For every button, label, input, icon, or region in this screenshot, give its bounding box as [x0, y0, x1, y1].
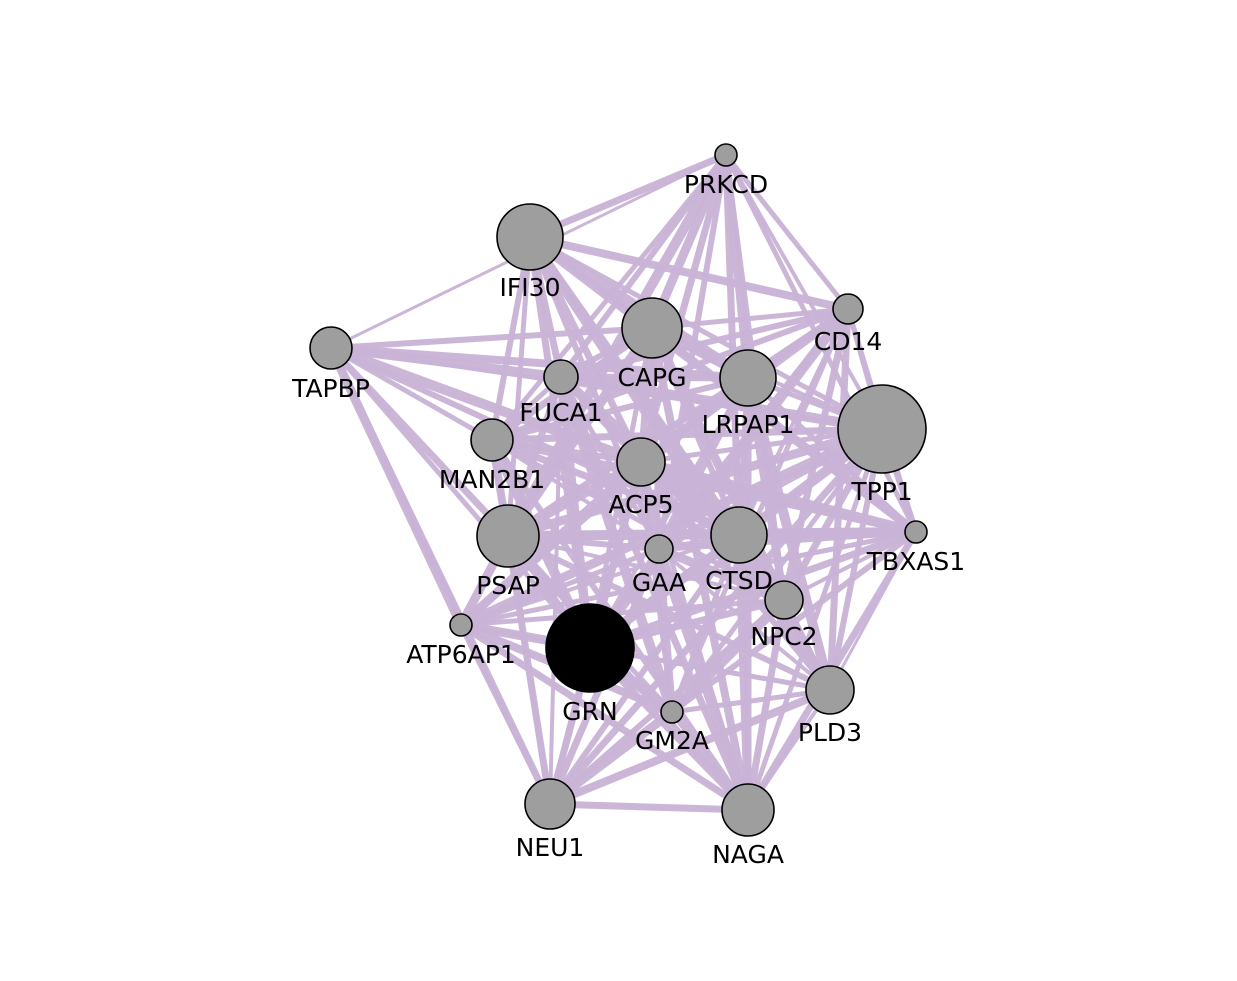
edge-ifi30-tpp1 [527, 234, 885, 432]
label-layer: PRKCD IFI30 CD14 TAPBP CAPG FUCA1 LRPAP1 TPP1 MA… [291, 170, 965, 869]
node-label-tpp1: TPP1 [850, 477, 912, 506]
node-grn[interactable] [545, 603, 635, 693]
node-layer [309, 143, 928, 837]
node-label-neu1: NEU1 [516, 833, 585, 862]
edge-lrpap1-grn [588, 376, 750, 650]
node-pld3[interactable] [805, 665, 855, 715]
node-acp5[interactable] [616, 437, 666, 487]
node-label-atp6ap1: ATP6AP1 [406, 640, 516, 669]
node-ctsd[interactable] [710, 506, 768, 564]
node-label-prkcd: PRKCD [684, 170, 768, 199]
node-lrpap1[interactable] [719, 349, 777, 407]
node-label-naga: NAGA [712, 840, 784, 869]
edge-ctsd-neu1 [547, 532, 742, 807]
edge-acp5-tbxas1 [636, 457, 921, 537]
node-label-npc2: NPC2 [750, 622, 817, 651]
edge-acp5-atp6ap1 [456, 457, 646, 630]
edge-npc2-atp6ap1 [458, 597, 787, 628]
node-label-gm2a: GM2A [635, 726, 709, 755]
edge-cd14-gm2a [669, 306, 851, 715]
edge-prkcd-cd14 [723, 152, 851, 312]
node-neu1[interactable] [524, 778, 576, 830]
node-atp6ap1[interactable] [449, 613, 473, 637]
edge-tpp1-naga [745, 426, 885, 813]
node-label-psap: PSAP [476, 571, 540, 600]
node-label-capg: CAPG [617, 363, 686, 392]
node-label-gaa: GAA [632, 568, 686, 597]
edge-prkcd-ifi30 [526, 151, 730, 241]
node-label-ctsd: CTSD [705, 566, 773, 595]
node-npc2[interactable] [764, 580, 804, 620]
edge-prkcd-tpp1 [724, 153, 884, 431]
node-gm2a[interactable] [660, 700, 684, 724]
edge-tapbp-capg [328, 325, 655, 351]
node-label-man2b1: MAN2B1 [439, 465, 545, 494]
node-label-cd14: CD14 [814, 327, 883, 356]
node-label-tbxas1: TBXAS1 [866, 547, 965, 576]
node-label-acp5: ACP5 [608, 490, 673, 519]
node-tapbp[interactable] [309, 326, 353, 370]
edge-ifi30-cd14 [526, 233, 852, 313]
edge-tpp1-man2b1 [488, 425, 886, 444]
node-label-ifi30: IFI30 [500, 273, 561, 302]
node-fuca1[interactable] [543, 359, 579, 395]
node-capg[interactable] [621, 297, 683, 359]
edge-atp6ap1-naga [457, 621, 752, 814]
node-ifi30[interactable] [496, 203, 564, 271]
edge-ctsd-atp6ap1 [459, 533, 741, 627]
edge-tbxas1-ctsd [735, 528, 920, 539]
edge-tapbp-atp6ap1 [326, 343, 466, 630]
node-label-grn: GRN [562, 697, 617, 726]
edge-atp6ap1-neu1 [458, 622, 553, 807]
edge-cd14-capg [649, 306, 851, 331]
node-man2b1[interactable] [470, 418, 514, 462]
edge-ctsd-gm2a [669, 532, 742, 715]
node-psap[interactable] [476, 504, 540, 568]
node-tpp1[interactable] [837, 384, 927, 474]
node-tbxas1[interactable] [904, 520, 928, 544]
edge-tpp1-atp6ap1 [456, 424, 887, 630]
node-label-lrpap1: LRPAP1 [702, 410, 795, 439]
edge-lrpap1-man2b1 [489, 375, 751, 443]
node-naga[interactable] [721, 783, 775, 837]
node-gaa[interactable] [644, 534, 674, 564]
node-label-pld3: PLD3 [798, 718, 862, 747]
node-prkcd[interactable] [714, 143, 738, 167]
edge-pld3-neu1 [546, 686, 834, 808]
edge-npc2-naga [744, 596, 788, 814]
node-cd14[interactable] [832, 293, 864, 325]
edge-neu1-naga [546, 800, 752, 814]
edge-tbxas1-atp6ap1 [458, 529, 919, 628]
node-label-fuca1: FUCA1 [519, 398, 602, 427]
edge-gm2a-pld3 [669, 687, 833, 715]
node-label-tapbp: TAPBP [291, 374, 370, 403]
